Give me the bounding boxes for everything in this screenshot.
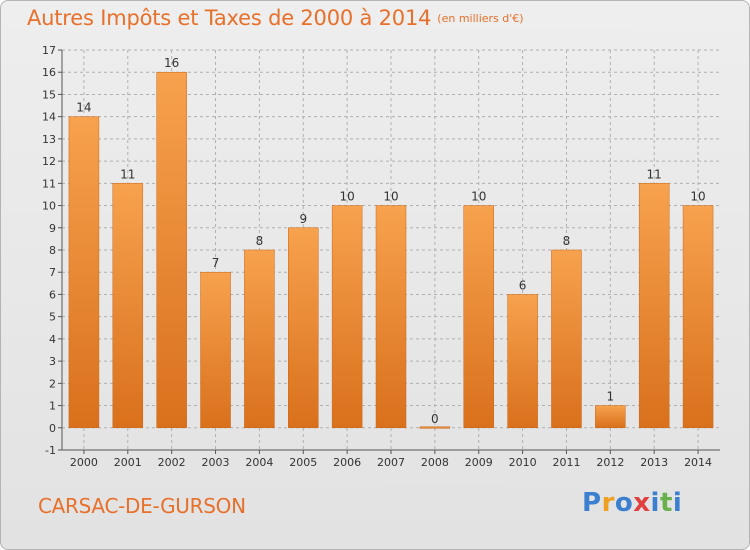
y-tick-label: 12 (42, 155, 56, 168)
x-tick-label: 2001 (114, 456, 142, 469)
value-label-2011: 8 (563, 234, 571, 248)
chart-title: Autres Impôts et Taxes de 2000 à 2014 (en… (27, 6, 524, 30)
x-tick-label: 2002 (158, 456, 186, 469)
logo-letter: i (672, 488, 683, 518)
value-label-2013: 11 (647, 167, 662, 181)
logo-letter: r (601, 488, 615, 518)
y-tick-label: -1 (45, 444, 56, 457)
value-label-2014: 10 (690, 190, 705, 204)
commune-name: CARSAC-DE-GURSON (38, 494, 246, 518)
x-tick-label: 2011 (552, 456, 580, 469)
bar-2000 (68, 116, 100, 429)
value-label-2012: 1 (607, 390, 615, 404)
y-tick-label: 8 (49, 244, 56, 257)
value-label-2008: 0 (431, 412, 439, 426)
bar-2005 (288, 227, 319, 429)
x-tick-label: 2013 (640, 456, 668, 469)
x-tick-label: 2005 (289, 456, 317, 469)
y-tick-label: 7 (49, 266, 56, 279)
bar-2013 (638, 183, 670, 429)
bar-2012 (595, 405, 626, 429)
x-tick-label: 2010 (509, 456, 537, 469)
logo-letter: x (633, 488, 651, 518)
y-tick-label: 0 (49, 422, 56, 435)
value-label-2006: 10 (339, 190, 354, 204)
bar-2008 (419, 426, 451, 429)
bar-2014 (682, 205, 714, 429)
proxiti-logo: Proxiti (582, 488, 682, 518)
y-tick-label: 16 (42, 66, 56, 79)
bar-layer (68, 71, 714, 429)
logo-letter: P (582, 488, 602, 518)
y-tick-label: 3 (49, 355, 56, 368)
x-tick-label: 2014 (684, 456, 712, 469)
bar-2006 (331, 205, 363, 429)
y-tick-label: 9 (49, 222, 56, 235)
bar-2010 (507, 294, 538, 429)
value-label-2000: 14 (76, 101, 91, 115)
value-label-2003: 7 (212, 256, 220, 270)
bar-2011 (551, 249, 582, 429)
y-tick-label: 15 (42, 88, 56, 101)
bar-2004 (244, 249, 275, 429)
x-tick-label: 2009 (465, 456, 493, 469)
x-tick-label: 2004 (245, 456, 273, 469)
bar-2002 (156, 71, 187, 429)
y-tick-label: 1 (49, 400, 56, 413)
y-tick-label: 4 (49, 333, 56, 346)
y-tick-label: 17 (42, 44, 56, 57)
logo-letter: i (650, 488, 660, 518)
chart-subtitle: (en milliers d'€) (437, 12, 524, 25)
x-tick-label: 2012 (596, 456, 624, 469)
y-tick-label: 13 (42, 133, 56, 146)
logo-letter: o (614, 488, 634, 518)
bar-2007 (375, 205, 407, 429)
value-label-2001: 11 (120, 167, 135, 181)
x-tick-label: 2007 (377, 456, 405, 469)
x-tick-label: 2000 (70, 456, 98, 469)
value-label-2010: 6 (519, 278, 527, 292)
value-label-2007: 10 (383, 190, 398, 204)
y-tick-label: 5 (49, 311, 56, 324)
x-tick-label: 2008 (421, 456, 449, 469)
y-tick-label: 2 (49, 377, 56, 390)
x-tick-label: 2006 (333, 456, 361, 469)
bar-2003 (200, 271, 231, 429)
value-label-2002: 16 (164, 56, 179, 70)
y-tick-label: 14 (42, 111, 56, 124)
x-tick-label: 2003 (202, 456, 230, 469)
logo-letter: t (659, 488, 673, 518)
y-tick-label: 10 (42, 200, 56, 213)
value-label-2009: 10 (471, 190, 486, 204)
bar-2009 (463, 205, 494, 429)
chart-title-text: Autres Impôts et Taxes de 2000 à 2014 (27, 6, 432, 30)
value-label-2005: 9 (299, 212, 307, 226)
y-tick-label: 11 (42, 177, 56, 190)
y-tick-label: 6 (49, 288, 56, 301)
value-label-2004: 8 (256, 234, 264, 248)
bar-2001 (112, 183, 144, 429)
